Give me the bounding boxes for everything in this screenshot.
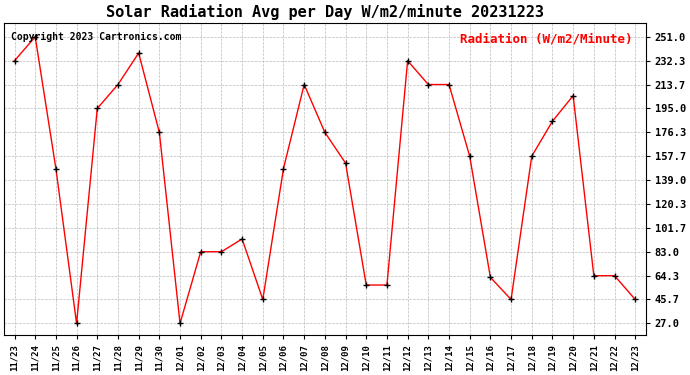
Text: Radiation (W/m2/Minute): Radiation (W/m2/Minute) bbox=[460, 32, 633, 45]
Text: Copyright 2023 Cartronics.com: Copyright 2023 Cartronics.com bbox=[10, 32, 181, 42]
Title: Solar Radiation Avg per Day W/m2/minute 20231223: Solar Radiation Avg per Day W/m2/minute … bbox=[106, 4, 544, 20]
